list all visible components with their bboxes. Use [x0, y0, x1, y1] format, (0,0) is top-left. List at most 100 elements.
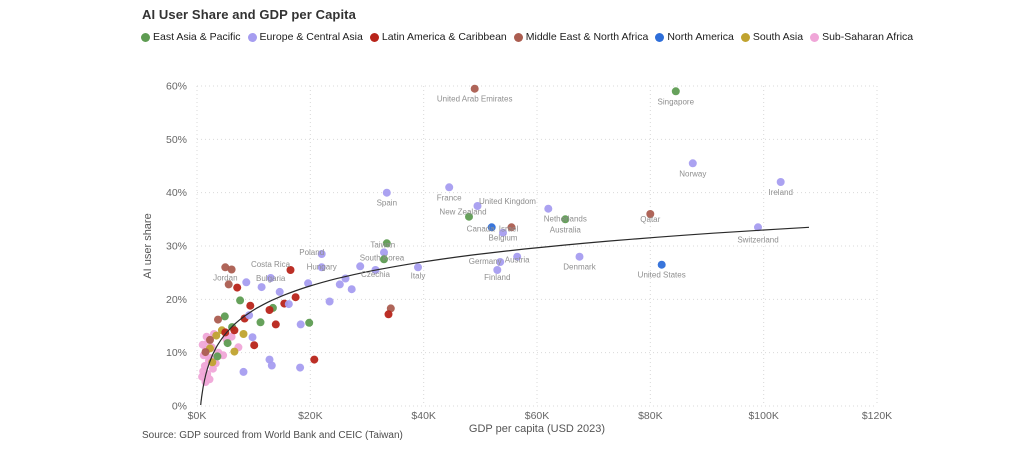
data-point[interactable] — [380, 248, 388, 257]
data-point[interactable] — [265, 306, 274, 314]
data-point[interactable] — [213, 352, 222, 361]
data-point[interactable] — [246, 301, 255, 310]
data-point[interactable] — [256, 318, 265, 327]
point-label: Czechia — [361, 270, 390, 279]
x-tick-label: $40K — [411, 410, 436, 422]
legend-item-eap[interactable]: East Asia & Pacific — [141, 31, 241, 43]
legend-swatch-icon — [513, 32, 523, 42]
data-point[interactable] — [250, 341, 259, 350]
data-point[interactable] — [227, 332, 236, 341]
data-point-united-states[interactable] — [657, 260, 666, 269]
data-point-singapore[interactable] — [671, 87, 680, 96]
data-point-finland[interactable] — [493, 266, 502, 274]
data-point-new-zealand[interactable] — [465, 212, 473, 221]
data-point[interactable] — [356, 262, 365, 271]
legend-label: Sub-Saharan Africa — [822, 31, 914, 43]
data-point-austria[interactable] — [513, 252, 522, 261]
data-point[interactable] — [257, 283, 266, 292]
data-point[interactable] — [335, 280, 344, 289]
legend-item-ssa[interactable]: Sub-Saharan Africa — [810, 31, 913, 43]
data-point-poland[interactable] — [317, 250, 326, 258]
data-point-ireland[interactable] — [776, 178, 785, 186]
data-point[interactable] — [305, 318, 314, 327]
data-point[interactable] — [236, 296, 245, 305]
data-point[interactable] — [227, 265, 236, 274]
data-point[interactable] — [291, 293, 300, 302]
data-point-canada[interactable] — [487, 223, 496, 232]
data-point-italy[interactable] — [414, 263, 422, 272]
data-point-united-kingdom[interactable] — [473, 202, 482, 210]
data-point[interactable] — [201, 348, 210, 357]
data-point[interactable] — [239, 367, 248, 376]
point-label: France — [437, 193, 462, 202]
y-tick-label: 40% — [166, 187, 187, 199]
point-label: Canada — [467, 224, 496, 233]
data-point[interactable] — [296, 363, 305, 372]
legend-item-eca[interactable]: Europe & Central Asia — [247, 31, 363, 43]
legend-label: North America — [667, 31, 734, 43]
data-point[interactable] — [245, 311, 254, 320]
legend-item-lac[interactable]: Latin America & Caribbean — [369, 31, 507, 43]
point-label: Norway — [679, 169, 706, 178]
y-tick-label: 50% — [166, 134, 187, 146]
chart-title: AI User Share and GDP per Capita — [142, 7, 356, 22]
data-point[interactable] — [267, 361, 276, 370]
data-point[interactable] — [384, 310, 393, 319]
x-tick-label: $80K — [638, 410, 663, 422]
data-point-costa-rica[interactable] — [286, 266, 295, 274]
data-point[interactable] — [230, 347, 239, 356]
data-point[interactable] — [205, 375, 214, 384]
data-point-australia[interactable] — [561, 215, 570, 224]
data-point[interactable] — [275, 287, 284, 296]
legend-label: East Asia & Pacific — [153, 31, 241, 43]
data-point[interactable] — [310, 355, 319, 364]
data-point[interactable] — [296, 320, 305, 329]
point-label: Austria — [505, 256, 530, 265]
data-point-germany[interactable] — [496, 258, 505, 266]
data-point[interactable] — [214, 315, 222, 324]
point-label: Belgium — [489, 234, 518, 243]
point-label: United Kingdom — [479, 197, 536, 206]
data-point-south-korea[interactable] — [380, 255, 388, 264]
data-point-bulgaria[interactable] — [266, 274, 275, 282]
legend: East Asia & Pacific Europe & Central Asia… — [141, 31, 913, 43]
point-label: South Korea — [360, 253, 405, 262]
data-point-israel[interactable] — [507, 223, 516, 232]
data-point-spain[interactable] — [382, 188, 391, 197]
legend-item-mena[interactable]: Middle East & North Africa — [513, 31, 648, 43]
data-point[interactable] — [271, 320, 280, 329]
data-point[interactable] — [284, 300, 293, 309]
data-point[interactable] — [221, 328, 230, 337]
data-point[interactable] — [242, 278, 251, 287]
data-point[interactable] — [220, 312, 229, 321]
data-point-switzerland[interactable] — [754, 223, 762, 232]
data-point-taiwan[interactable] — [382, 239, 391, 248]
data-point[interactable] — [230, 326, 239, 335]
point-label: Bulgaria — [256, 274, 286, 283]
data-point[interactable] — [347, 285, 356, 294]
point-label: Denmark — [563, 263, 596, 272]
data-point[interactable] — [325, 297, 334, 306]
data-point-hungary[interactable] — [317, 263, 326, 272]
data-point[interactable] — [248, 333, 257, 342]
y-tick-label: 20% — [166, 294, 187, 306]
data-point-qatar[interactable] — [646, 210, 655, 218]
data-point[interactable] — [224, 280, 233, 289]
data-point-jordan[interactable] — [221, 263, 230, 272]
data-point-belgium[interactable] — [499, 228, 507, 237]
data-point-norway[interactable] — [688, 159, 697, 168]
legend-item-sa[interactable]: South Asia — [740, 31, 803, 43]
data-point[interactable] — [206, 335, 214, 344]
legend-item-na[interactable]: North America — [655, 31, 734, 43]
data-point[interactable] — [304, 279, 313, 288]
data-point-united-arab-emirates[interactable] — [470, 84, 479, 93]
data-point[interactable] — [239, 330, 248, 338]
data-point-france[interactable] — [445, 183, 454, 192]
data-point[interactable] — [223, 339, 232, 348]
data-point[interactable] — [212, 331, 221, 340]
legend-swatch-icon — [247, 32, 257, 42]
data-point-netherlands[interactable] — [544, 204, 553, 213]
data-point-denmark[interactable] — [575, 252, 584, 261]
data-point[interactable] — [233, 283, 242, 292]
